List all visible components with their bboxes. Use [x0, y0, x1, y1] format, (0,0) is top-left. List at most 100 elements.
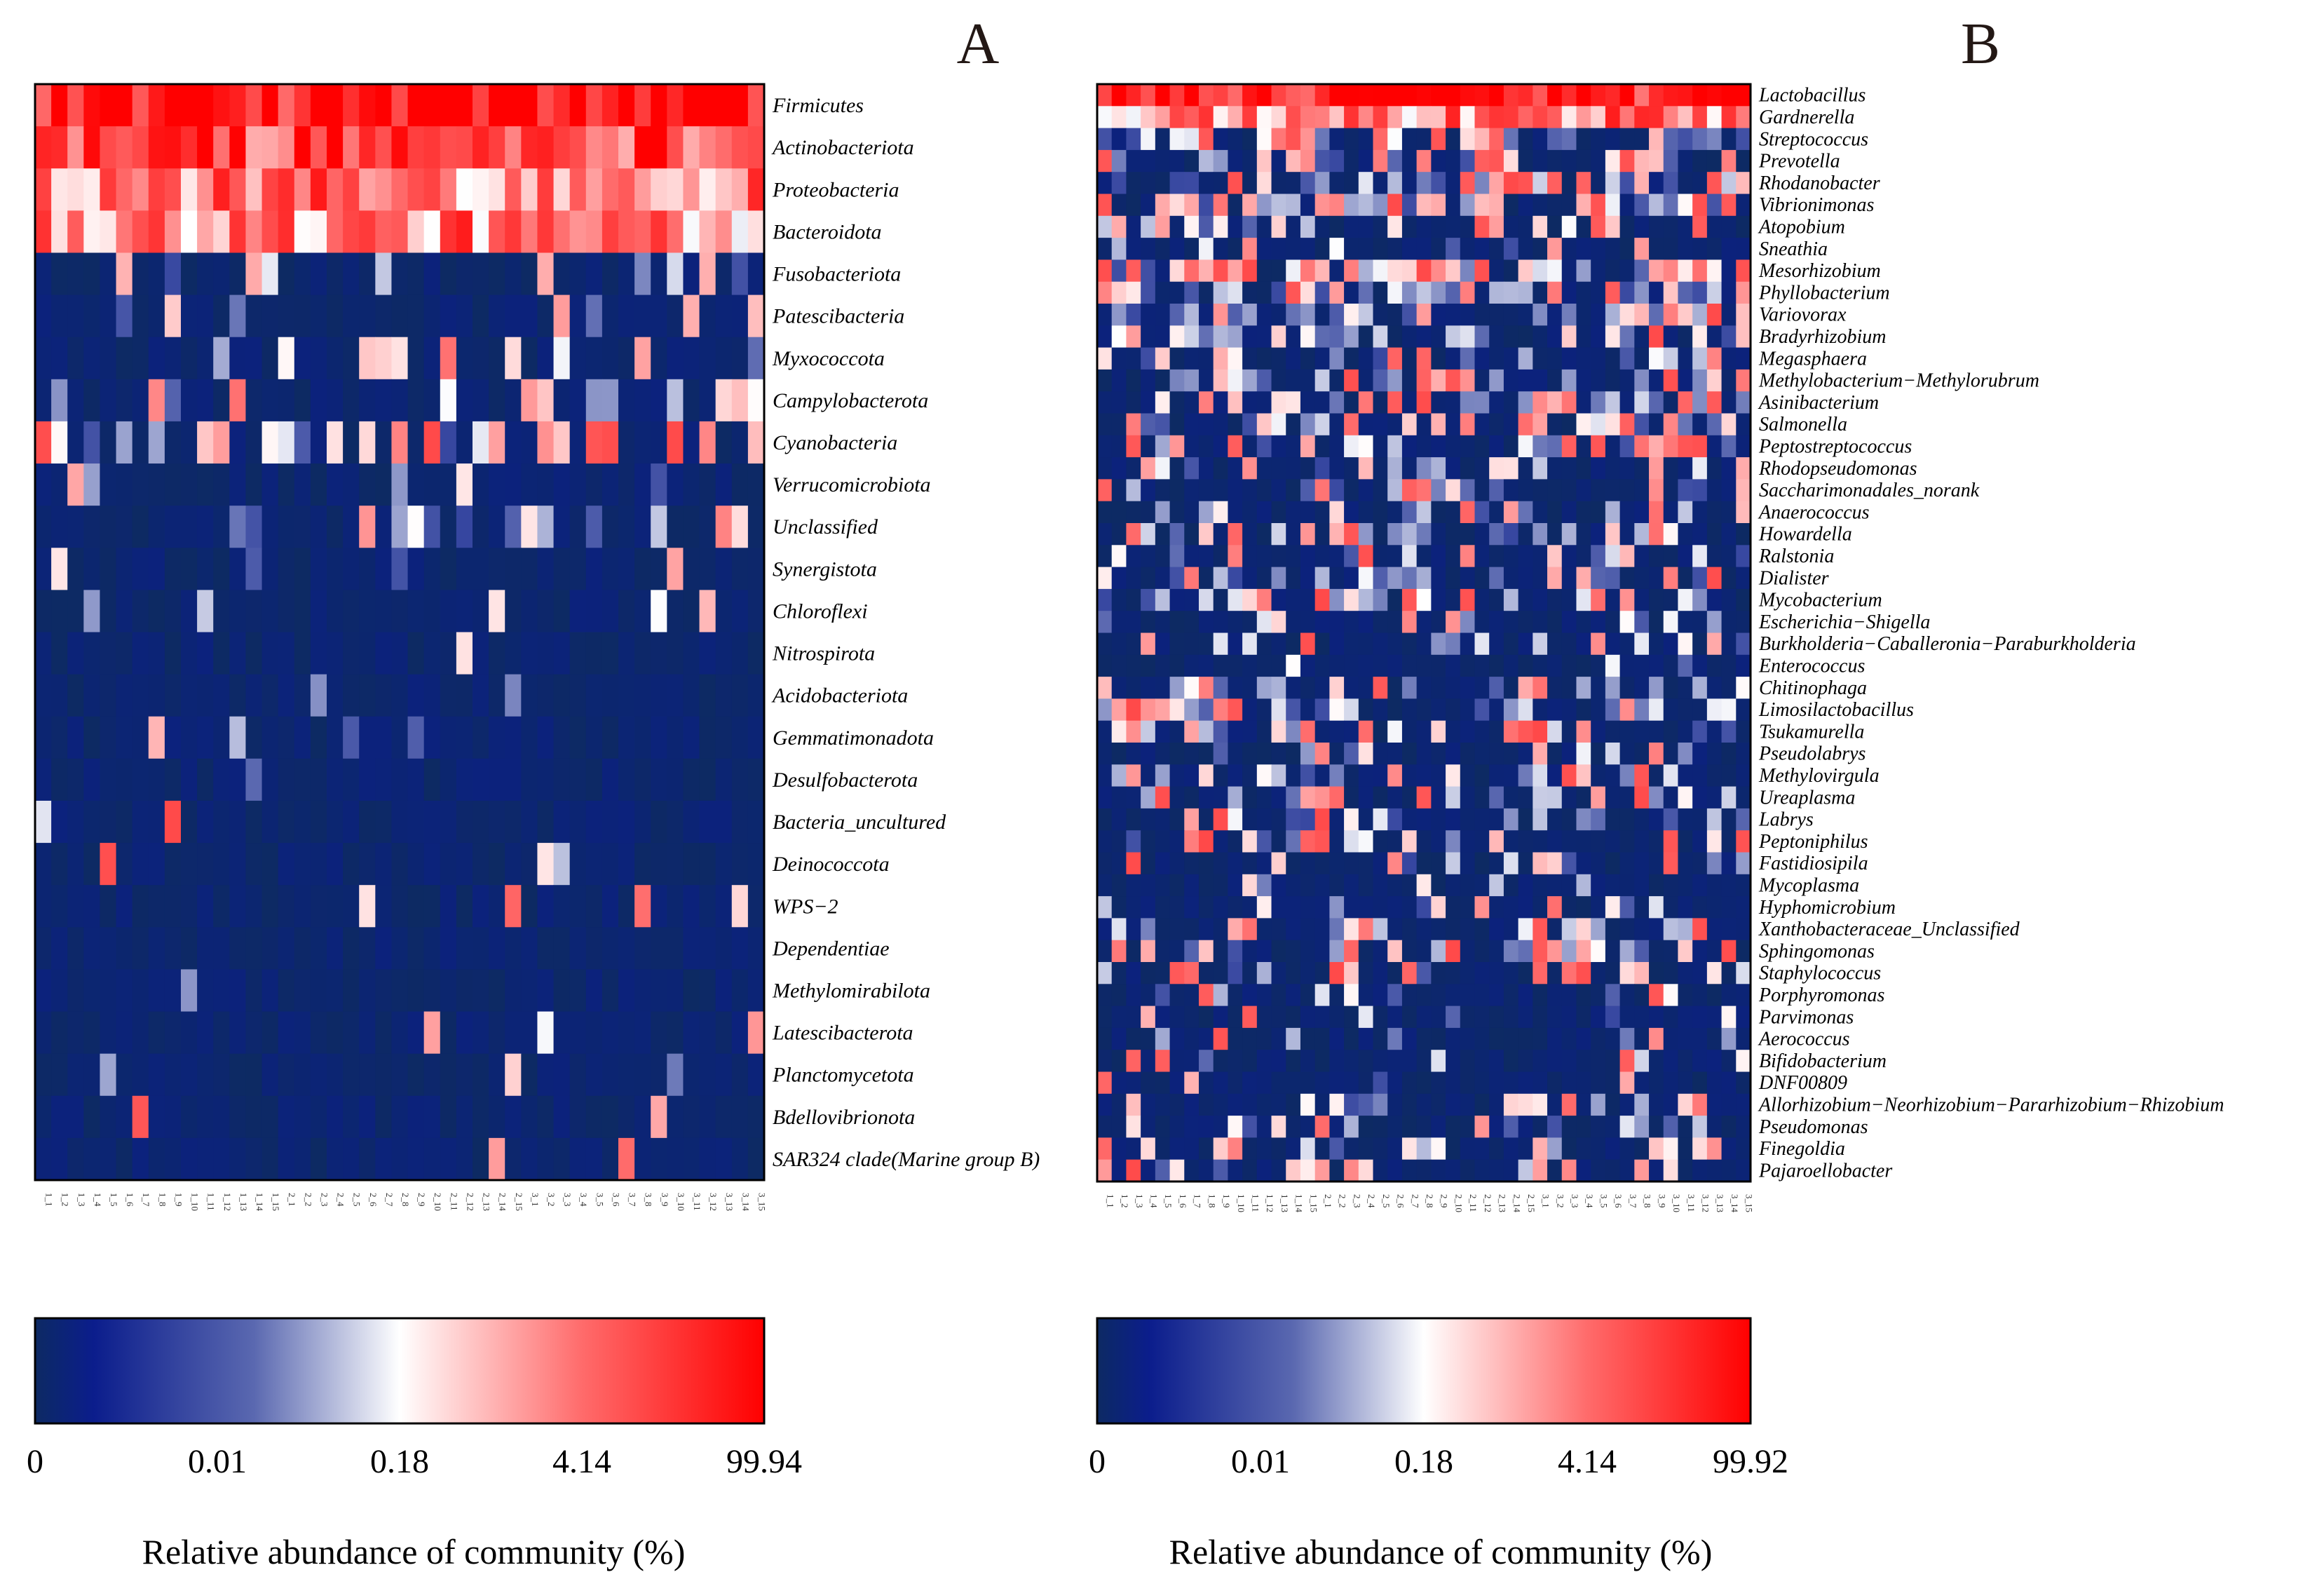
heatmap-cell [1401, 1050, 1418, 1073]
heatmap-cell [1387, 896, 1403, 919]
heatmap-cell [1446, 128, 1461, 151]
heatmap-cell [1256, 194, 1272, 217]
heatmap-cell [731, 126, 749, 169]
heatmap-cell [1561, 391, 1577, 414]
heatmap-cell [1184, 128, 1200, 151]
heatmap-cell [1184, 1027, 1200, 1050]
heatmap-cell [1329, 172, 1345, 195]
row-label: Bifidobacterium [1759, 1050, 1887, 1072]
heatmap-cell [1213, 698, 1228, 722]
heatmap-cell [1474, 347, 1490, 370]
column-label: 2_5 [1381, 1194, 1392, 1208]
heatmap-cell [505, 252, 522, 296]
heatmap-cell [1358, 918, 1374, 941]
heatmap-cell [1387, 479, 1403, 502]
heatmap-cell [602, 294, 619, 338]
heatmap-cell [1401, 1093, 1418, 1116]
heatmap-cell [1373, 611, 1388, 634]
heatmap-cell [1736, 457, 1751, 480]
heatmap-cell [1228, 1116, 1243, 1138]
heatmap-cell [1314, 457, 1330, 480]
heatmap-cell [456, 885, 473, 928]
heatmap-cell [505, 800, 522, 844]
heatmap-cell [699, 337, 716, 380]
heatmap-cell [1286, 84, 1301, 107]
heatmap-cell [1329, 588, 1345, 611]
heatmap-cell [1547, 523, 1563, 546]
heatmap-cell [181, 168, 198, 211]
heatmap-cell [747, 843, 765, 886]
heatmap-cell [683, 674, 700, 717]
heatmap-cell [1706, 259, 1722, 283]
heatmap-cell [1533, 786, 1548, 809]
heatmap-cell [1228, 830, 1243, 853]
heatmap-cell [1649, 1137, 1664, 1160]
heatmap-cell [1141, 128, 1156, 151]
heatmap-cell [1271, 918, 1286, 941]
row-label: Acidobacteriota [771, 684, 908, 708]
heatmap-cell [1489, 743, 1504, 765]
heatmap-cell [1271, 852, 1286, 875]
heatmap-cell [1431, 325, 1446, 348]
heatmap-cell [407, 927, 425, 970]
heatmap-cell [1678, 896, 1693, 919]
heatmap-cell [683, 84, 700, 127]
heatmap-cell [667, 337, 684, 380]
heatmap-cell [359, 590, 376, 633]
heatmap-cell [1228, 215, 1243, 238]
heatmap-cell [1126, 720, 1141, 743]
heatmap-cell [473, 927, 489, 970]
heatmap-cell [731, 1011, 749, 1055]
heatmap-cell [132, 1053, 149, 1097]
heatmap-cell [1228, 304, 1243, 326]
heatmap-cell [1547, 194, 1563, 217]
heatmap-cell [1358, 545, 1374, 568]
heatmap-cell [1591, 194, 1606, 217]
heatmap-cell [1605, 435, 1621, 458]
heatmap-cell [1576, 304, 1591, 326]
column-label: 2_11 [449, 1193, 459, 1211]
heatmap-cell [148, 84, 165, 127]
heatmap-cell [683, 927, 700, 970]
heatmap-cell [327, 168, 344, 211]
heatmap-cell [585, 590, 603, 633]
heatmap-cell [1460, 984, 1476, 1007]
heatmap-cell [1547, 743, 1563, 765]
heatmap-cell [116, 1011, 133, 1055]
heatmap-cell [1547, 501, 1563, 524]
heatmap-cell [1446, 545, 1461, 568]
heatmap-cell [1126, 632, 1141, 656]
heatmap-cell [359, 126, 376, 169]
heatmap-cell [100, 294, 117, 338]
heatmap-cell [1649, 764, 1664, 787]
colorbar-tick-label: 0 [27, 1443, 43, 1480]
heatmap-cell [35, 758, 52, 801]
heatmap-cell [100, 969, 117, 1013]
heatmap-cell [100, 632, 117, 675]
heatmap-cell [1387, 128, 1403, 151]
heatmap-cell [1576, 611, 1591, 634]
heatmap-cell [197, 1137, 214, 1181]
heatmap-cell [634, 337, 651, 380]
heatmap-cell [1314, 304, 1330, 326]
heatmap-cell [505, 421, 522, 464]
heatmap-cell [1401, 654, 1418, 677]
heatmap-cell [1591, 545, 1606, 568]
heatmap-cell [1141, 1093, 1156, 1116]
heatmap-cell [359, 969, 376, 1013]
heatmap-cell [1576, 896, 1591, 919]
heatmap-cell [715, 1011, 733, 1055]
heatmap-cell [229, 168, 247, 211]
heatmap-cell [1242, 347, 1258, 370]
heatmap-cell [1198, 720, 1214, 743]
heatmap-cell [1126, 764, 1141, 787]
heatmap-cell [1141, 172, 1156, 195]
heatmap-cell [1314, 918, 1330, 941]
heatmap-cell [1649, 325, 1664, 348]
heatmap-cell [456, 421, 473, 464]
heatmap-cell [1561, 347, 1577, 370]
heatmap-cell [1416, 896, 1432, 919]
heatmap-cell [1401, 588, 1418, 611]
heatmap-cell [148, 126, 165, 169]
column-label: 2_11 [1468, 1194, 1479, 1212]
